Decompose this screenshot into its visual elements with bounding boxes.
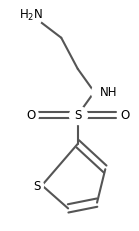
Text: S: S: [33, 179, 40, 192]
Text: H$_2$N: H$_2$N: [19, 8, 43, 23]
Text: O: O: [120, 109, 129, 122]
Text: NH: NH: [100, 86, 117, 99]
Text: O: O: [26, 109, 36, 122]
Text: S: S: [74, 109, 81, 122]
